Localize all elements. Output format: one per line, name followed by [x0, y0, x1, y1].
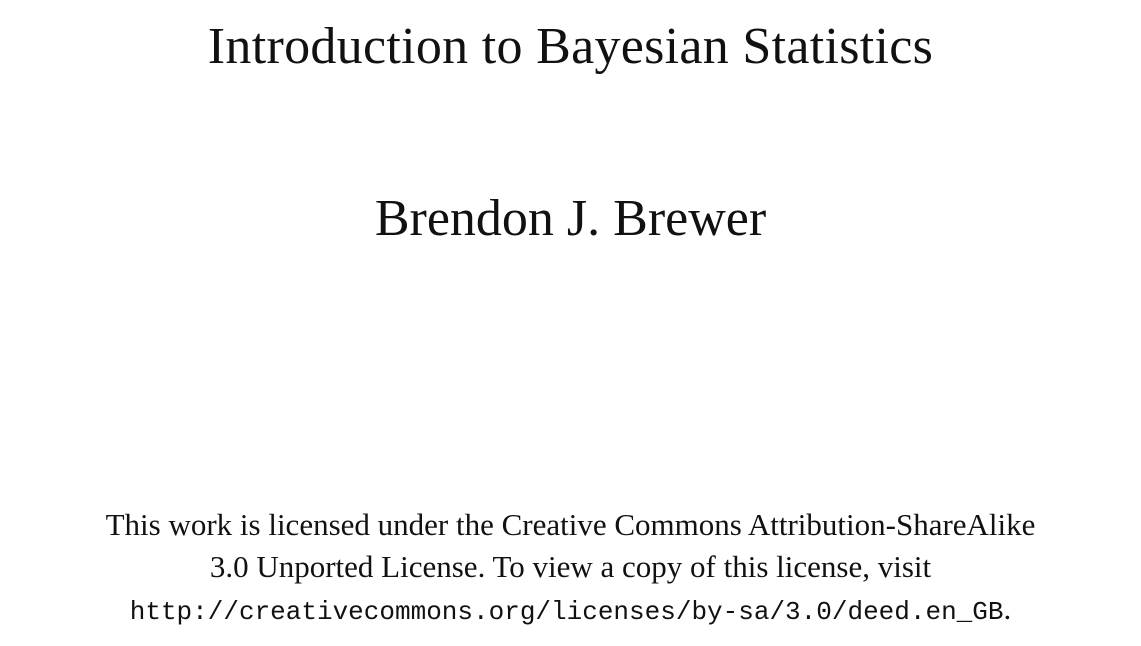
license-url: http://creativecommons.org/licenses/by-s… [129, 597, 1004, 627]
license-period: . [1003, 591, 1012, 626]
document-title: Introduction to Bayesian Statistics [207, 18, 934, 75]
license-line-1: This work is licensed under the Creative… [105, 507, 1036, 542]
license-line-3: http://creativecommons.org/licenses/by-s… [0, 588, 1141, 633]
license-notice: This work is licensed under the Creative… [0, 504, 1141, 633]
license-line-2: 3.0 Unported License. To view a copy of … [209, 549, 932, 584]
document-author: Brendon J. Brewer [374, 190, 767, 247]
